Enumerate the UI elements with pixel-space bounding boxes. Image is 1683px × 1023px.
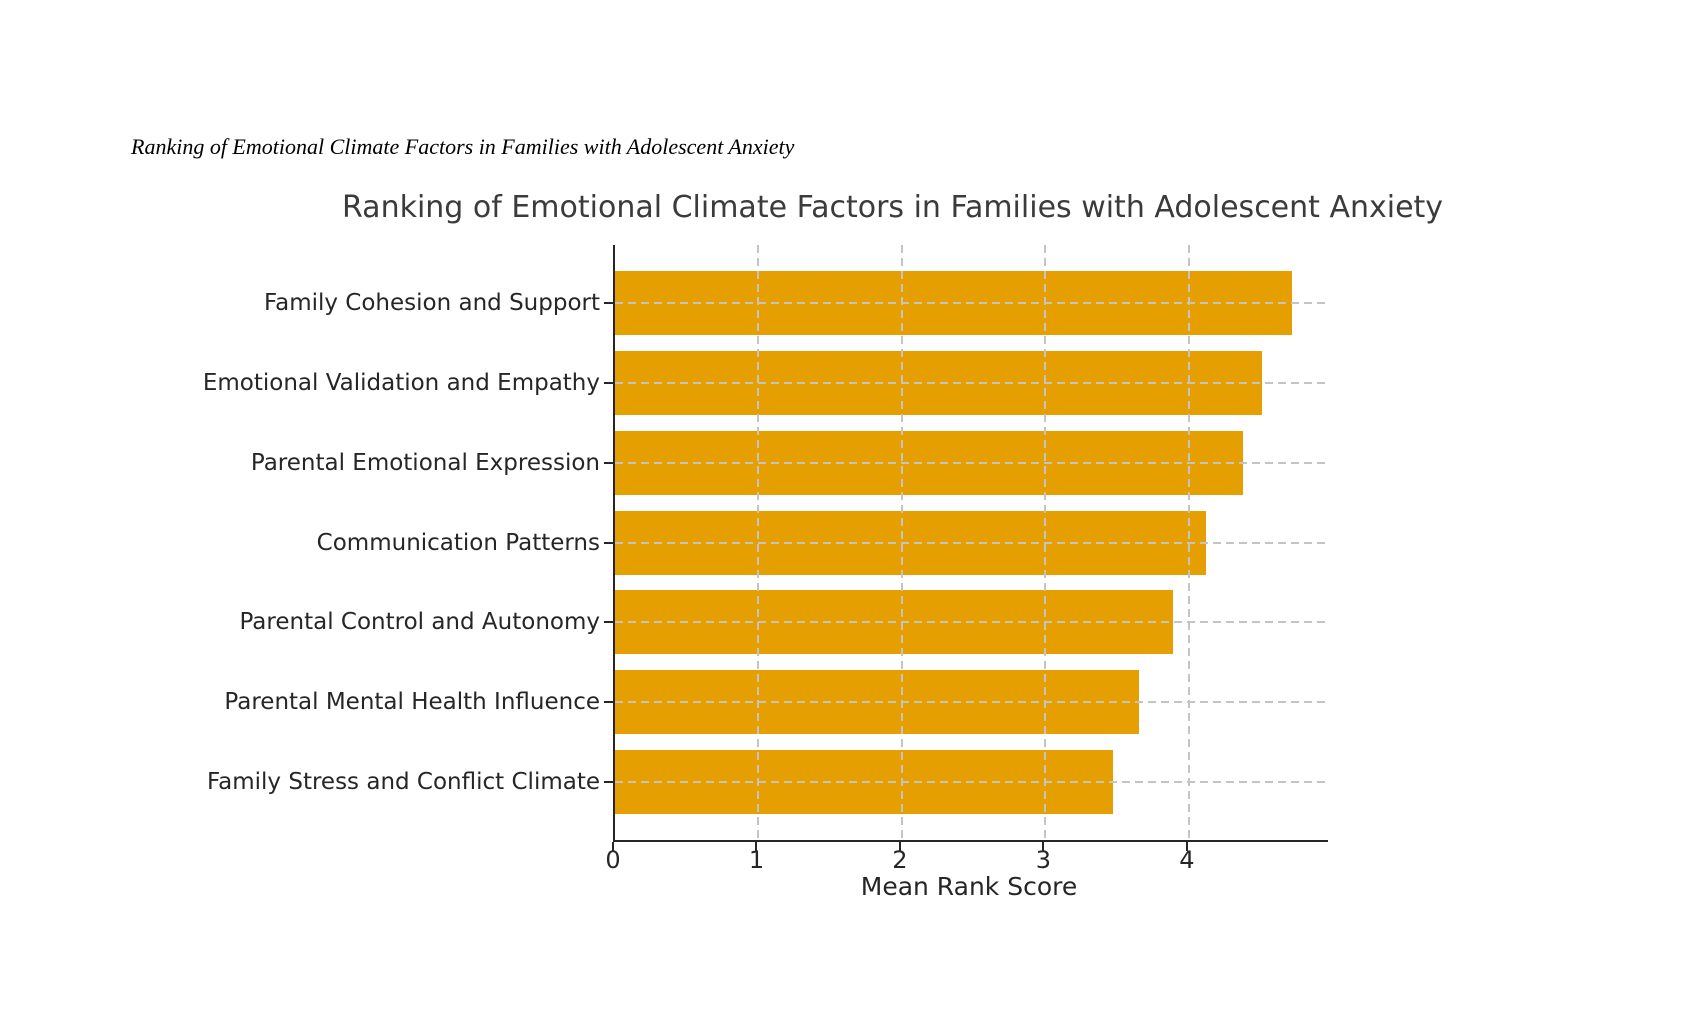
y-tick-mark [604, 781, 613, 784]
figure-caption: Ranking of Emotional Climate Factors in … [131, 134, 795, 159]
plot-area [613, 245, 1328, 842]
category-label: Parental Control and Autonomy [239, 609, 600, 636]
vertical-gridline [757, 245, 760, 840]
y-tick-mark [604, 541, 613, 544]
horizontal-gridline [615, 461, 1328, 464]
x-axis-label: Mean Rank Score [860, 872, 1078, 901]
horizontal-gridline [615, 301, 1328, 304]
x-tick-mark [1185, 842, 1188, 851]
vertical-gridline [1187, 245, 1190, 840]
category-label: Parental Mental Health Influence [224, 689, 600, 716]
x-tick-mark [898, 842, 901, 851]
horizontal-gridline [615, 781, 1328, 784]
category-label: Parental Emotional Expression [250, 449, 600, 476]
x-tick-label: 3 [1035, 846, 1052, 874]
horizontal-gridline [615, 701, 1328, 704]
category-label: Family Stress and Conflict Climate [207, 769, 600, 796]
vertical-gridline [1044, 245, 1047, 840]
y-tick-mark [604, 381, 613, 384]
x-tick-mark [1042, 842, 1045, 851]
horizontal-gridline [615, 541, 1328, 544]
horizontal-gridline [615, 621, 1328, 624]
x-tick-mark [612, 842, 614, 851]
category-label: Emotional Validation and Empathy [202, 369, 600, 396]
y-tick-mark [604, 701, 613, 704]
y-tick-mark [604, 621, 613, 624]
category-label: Family Cohesion and Support [263, 289, 600, 316]
horizontal-gridline [615, 381, 1328, 384]
x-tick-label: 4 [1179, 846, 1195, 874]
y-tick-mark [604, 461, 613, 464]
y-tick-mark [604, 301, 613, 304]
x-tick-label: 1 [748, 846, 765, 874]
x-tick-label: 0 [605, 846, 621, 874]
category-label: Communication Patterns [316, 529, 600, 556]
vertical-gridline [900, 245, 903, 840]
x-tick-mark [755, 842, 758, 851]
x-tick-label: 2 [892, 846, 908, 874]
chart-title: Ranking of Emotional Climate Factors in … [342, 190, 1444, 225]
